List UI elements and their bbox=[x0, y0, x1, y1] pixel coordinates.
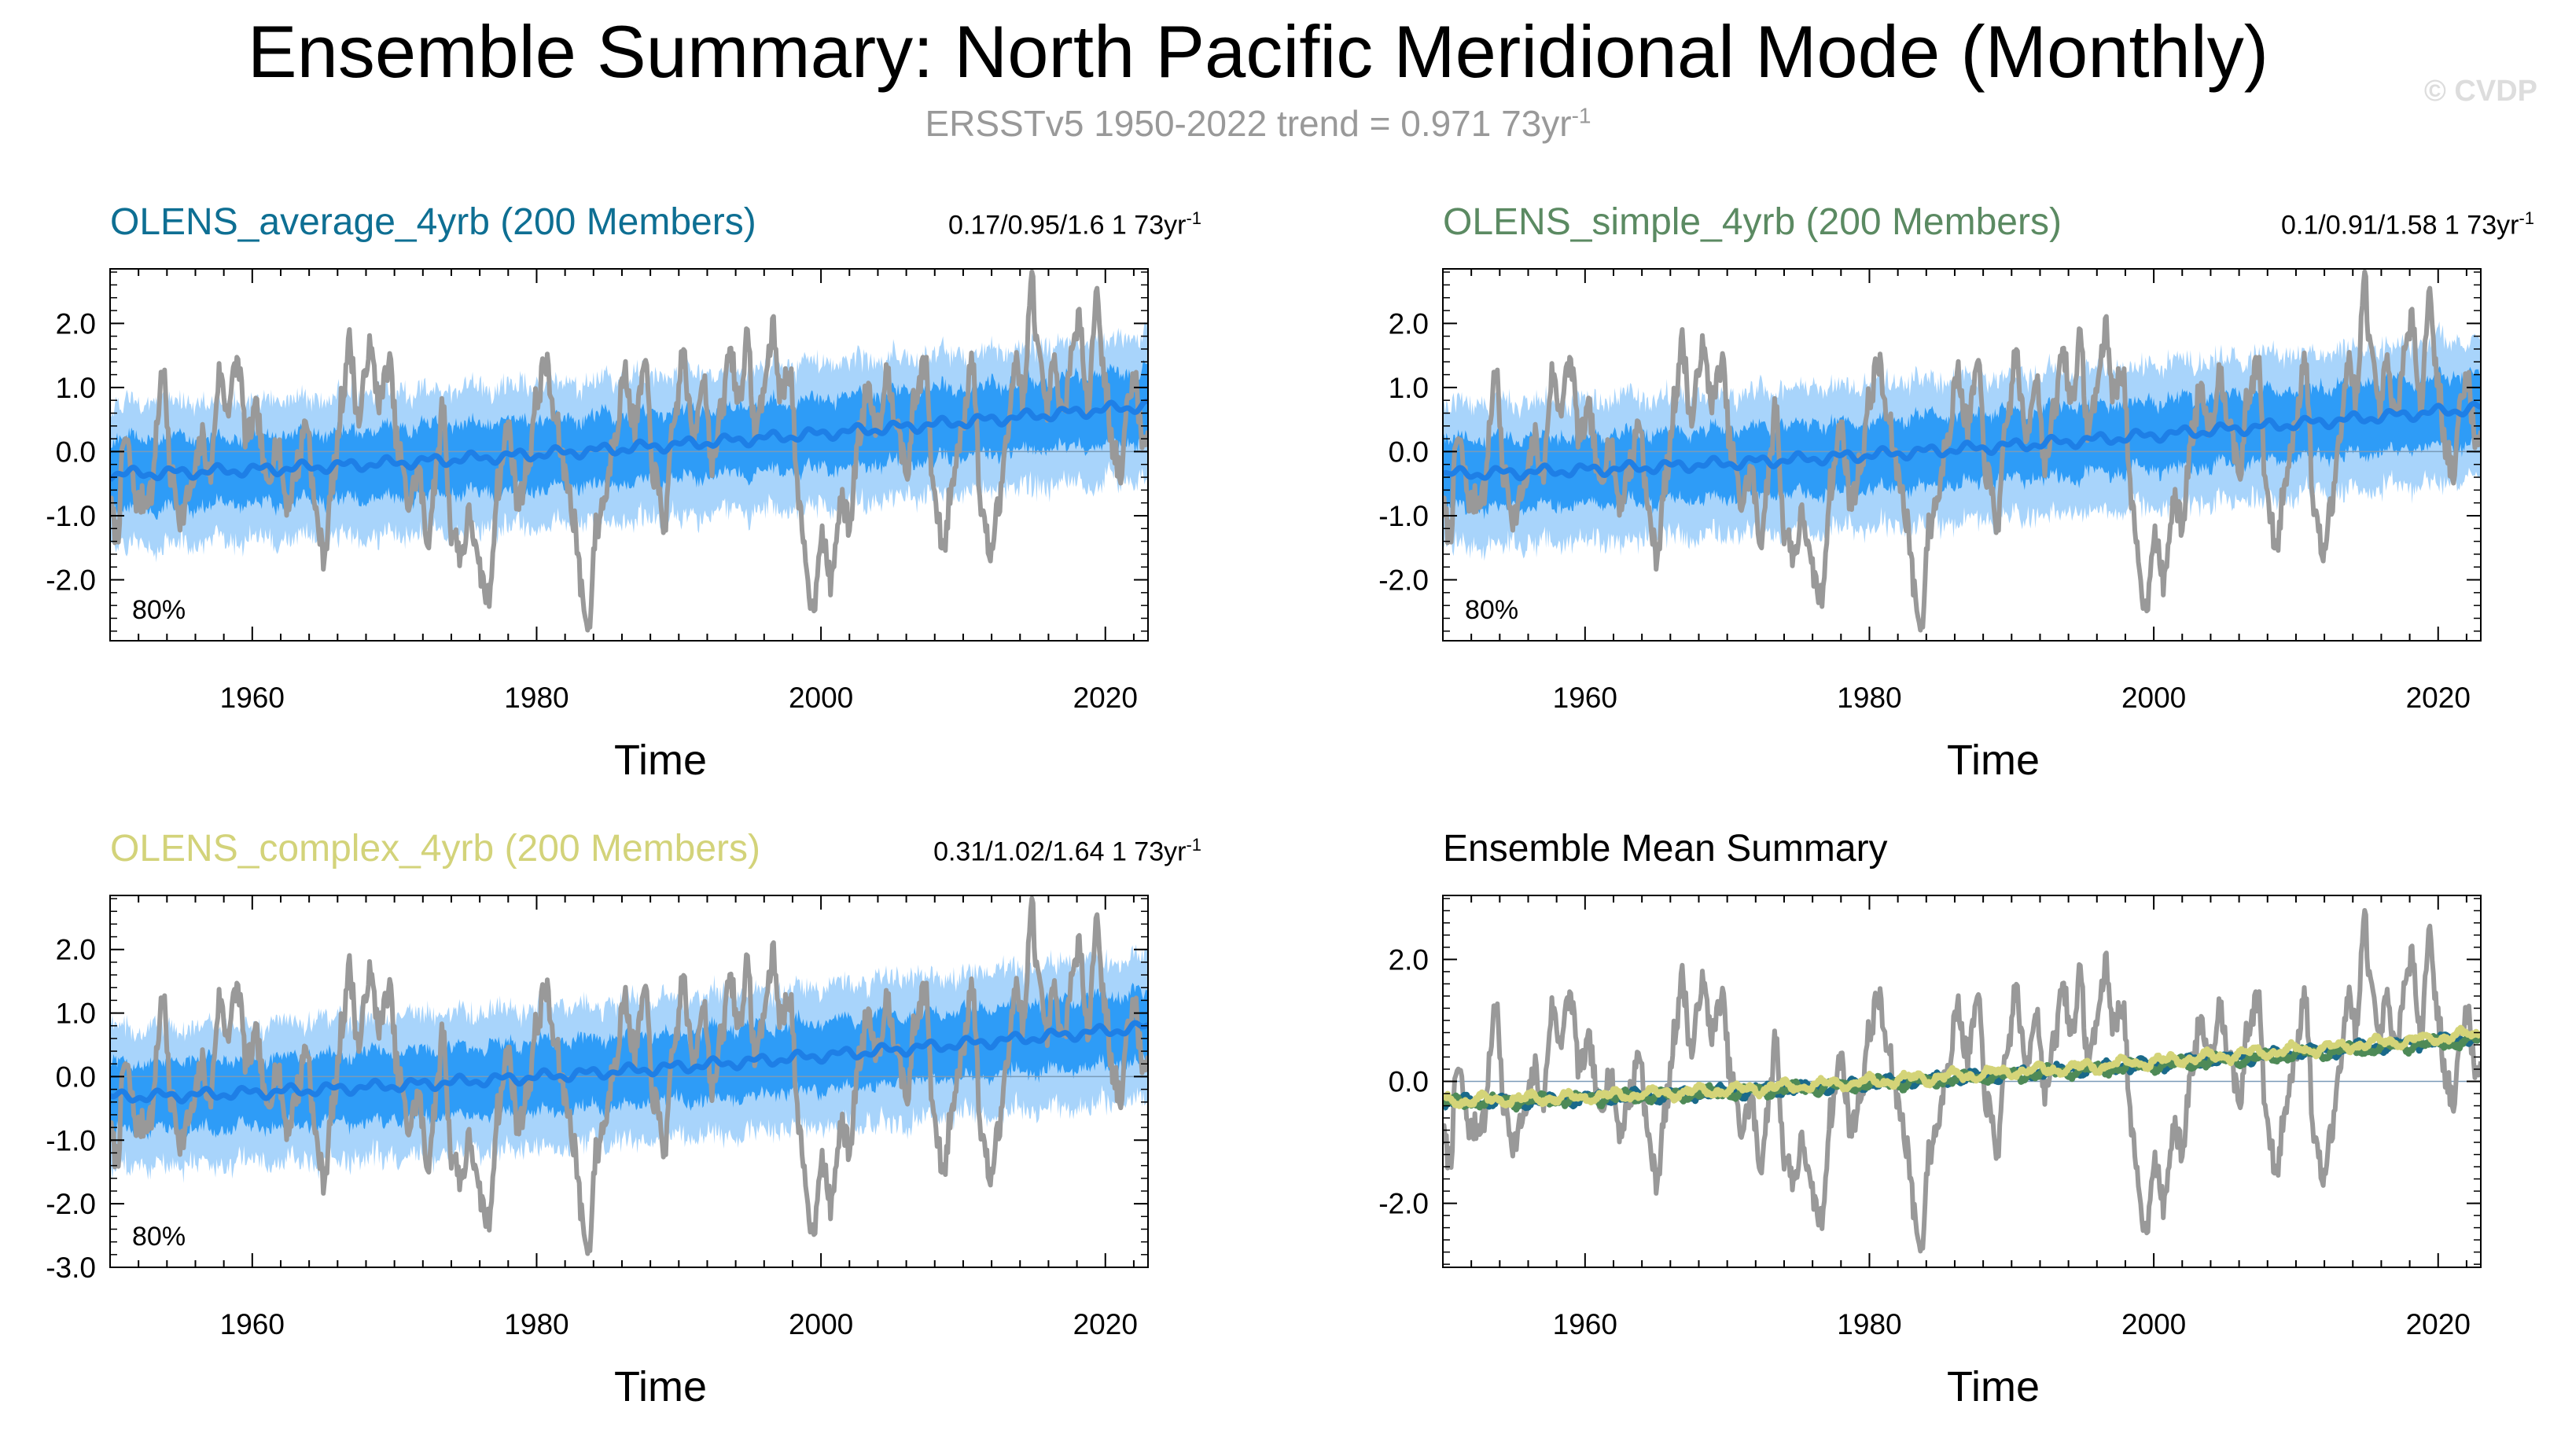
panel-trend-stats: 0.1/0.91/1.58 1 73yr-1 bbox=[2281, 208, 2534, 241]
x-tick-label: 2000 bbox=[789, 1308, 853, 1340]
x-axis-label: Time bbox=[614, 1363, 707, 1410]
obs-line bbox=[1443, 269, 2481, 633]
x-tick-label: 2000 bbox=[2121, 682, 2186, 714]
ensemble-mean-line bbox=[110, 398, 1148, 483]
x-axis-label: Time bbox=[614, 737, 707, 784]
y-tick-label: 0.0 bbox=[56, 436, 96, 468]
y-tick-label: -1.0 bbox=[1378, 500, 1429, 532]
x-tick-label: 1980 bbox=[1837, 682, 1901, 714]
y-tick-label: -3.0 bbox=[46, 1252, 96, 1284]
y-tick-label: -1.0 bbox=[46, 1124, 96, 1156]
panel-title: Ensemble Mean Summary bbox=[1443, 828, 1888, 870]
panel-title: OLENS_average_4yrb (200 Members) bbox=[110, 201, 756, 243]
ensemble-mean-line bbox=[1443, 400, 2481, 482]
panel-olens-simple: OLENS_simple_4yrb (200 Members) 0.1/0.91… bbox=[1333, 200, 2559, 829]
cvdp-watermark: © CVDP bbox=[2423, 75, 2537, 108]
y-tick-label: 1.0 bbox=[56, 372, 96, 404]
y-tick-label: 2.0 bbox=[56, 307, 96, 340]
x-tick-label: 2020 bbox=[2406, 1308, 2471, 1340]
y-tick-label: 0.0 bbox=[1389, 436, 1429, 468]
x-tick-label: 1980 bbox=[1837, 1308, 1901, 1340]
panel-title: OLENS_simple_4yrb (200 Members) bbox=[1443, 201, 2062, 243]
y-tick-label: -2.0 bbox=[1378, 564, 1429, 597]
x-tick-label: 2000 bbox=[2121, 1308, 2186, 1340]
x-tick-label: 1960 bbox=[220, 682, 285, 714]
y-tick-label: -1.0 bbox=[46, 500, 96, 532]
trend-stats-text: 0.17/0.95/1.6 1 73yr bbox=[947, 210, 1187, 241]
ensemble-mean-line bbox=[110, 1020, 1148, 1105]
obs-line bbox=[1443, 908, 2481, 1254]
subtitle-text: ERSSTv5 1950-2022 trend = 0.971 73yr bbox=[925, 103, 1572, 144]
main-title: Ensemble Summary: North Pacific Meridion… bbox=[247, 10, 2269, 93]
x-tick-label: 2020 bbox=[2406, 682, 2471, 714]
panel-trend-stats: 0.17/0.95/1.6 1 73yr-1 bbox=[948, 208, 1201, 241]
trend-stats-text: 0.31/1.02/1.64 1 73yr bbox=[933, 836, 1187, 867]
y-tick-label: 2.0 bbox=[1389, 943, 1429, 976]
trend-stats-text: 0.1/0.91/1.58 1 73yr bbox=[2280, 210, 2519, 241]
percentile-label: 80% bbox=[132, 1222, 186, 1252]
axes-frame bbox=[109, 895, 1149, 1268]
y-tick-label: 0.0 bbox=[1389, 1066, 1429, 1098]
chart-svg: 1960 1980 2000 2020 2.0 0.0 -2.0 Time bbox=[1378, 895, 2482, 1410]
obs-line bbox=[110, 269, 1148, 633]
trend-stats-exponent: -1 bbox=[1186, 835, 1201, 855]
y-tick-label: -2.0 bbox=[1378, 1188, 1429, 1220]
y-tick-label: 1.0 bbox=[56, 998, 96, 1030]
percentile-label: 80% bbox=[1465, 595, 1518, 625]
chart-svg: 80% 1960 1980 2000 2020 2.0 1.0 0.0 -1.0 -2.0 Time bbox=[1378, 268, 2482, 784]
y-tick-label: -2.0 bbox=[46, 1188, 96, 1220]
chart-svg: 80% 1960 1980 2000 2020 2.0 1.0 0.0 -1.0 -2.0 Time bbox=[46, 268, 1149, 784]
plot-area bbox=[1443, 908, 2481, 1254]
x-tick-label: 1960 bbox=[1553, 682, 1617, 714]
x-tick-label: 2020 bbox=[1073, 682, 1138, 714]
x-tick-label: 1980 bbox=[504, 682, 568, 714]
trend-stats-exponent: -1 bbox=[1186, 208, 1201, 228]
panel-olens-complex: OLENS_complex_4yrb (200 Members) 0.31/1.… bbox=[0, 827, 1227, 1456]
plot-area bbox=[110, 895, 1148, 1256]
x-axis-label: Time bbox=[1947, 737, 2040, 784]
axes-frame bbox=[1442, 268, 2482, 642]
y-tick-label: 1.0 bbox=[1389, 372, 1429, 404]
ensemble-mean-line-em_complex bbox=[1443, 1024, 2481, 1109]
axes-frame bbox=[109, 268, 1149, 642]
x-tick-label: 2020 bbox=[1073, 1308, 1138, 1340]
y-tick-label: -2.0 bbox=[46, 564, 96, 597]
y-tick-label: 0.0 bbox=[56, 1061, 96, 1093]
chart-svg: 80% 1960 1980 2000 2020 2.0 1.0 0.0 -1.0 -2.0 -3.0… bbox=[46, 895, 1149, 1410]
plot-area bbox=[110, 269, 1148, 633]
subtitle-exponent: -1 bbox=[1571, 103, 1591, 128]
x-tick-label: 1980 bbox=[504, 1308, 568, 1340]
x-tick-label: 1960 bbox=[1553, 1308, 1617, 1340]
obs-line bbox=[110, 895, 1148, 1256]
trend-stats-exponent: -1 bbox=[2519, 208, 2534, 228]
panel-olens-average: OLENS_average_4yrb (200 Members) 0.17/0.… bbox=[0, 200, 1227, 829]
panel-trend-stats: 0.31/1.02/1.64 1 73yr-1 bbox=[933, 835, 1201, 867]
plot-area bbox=[1443, 269, 2481, 633]
subtitle: ERSSTv5 1950-2022 trend = 0.971 73yr-1 bbox=[0, 102, 2516, 145]
x-axis-label: Time bbox=[1947, 1363, 2040, 1410]
y-tick-label: 2.0 bbox=[56, 934, 96, 966]
panel-title: OLENS_complex_4yrb (200 Members) bbox=[110, 828, 760, 870]
panel-ensemble-mean-summary: Ensemble Mean Summary 1960 1980 2000 2020 2.… bbox=[1333, 827, 2559, 1456]
percentile-label: 80% bbox=[132, 595, 186, 625]
y-tick-label: 2.0 bbox=[1389, 307, 1429, 340]
x-tick-label: 2000 bbox=[789, 682, 853, 714]
x-tick-label: 1960 bbox=[220, 1308, 285, 1340]
